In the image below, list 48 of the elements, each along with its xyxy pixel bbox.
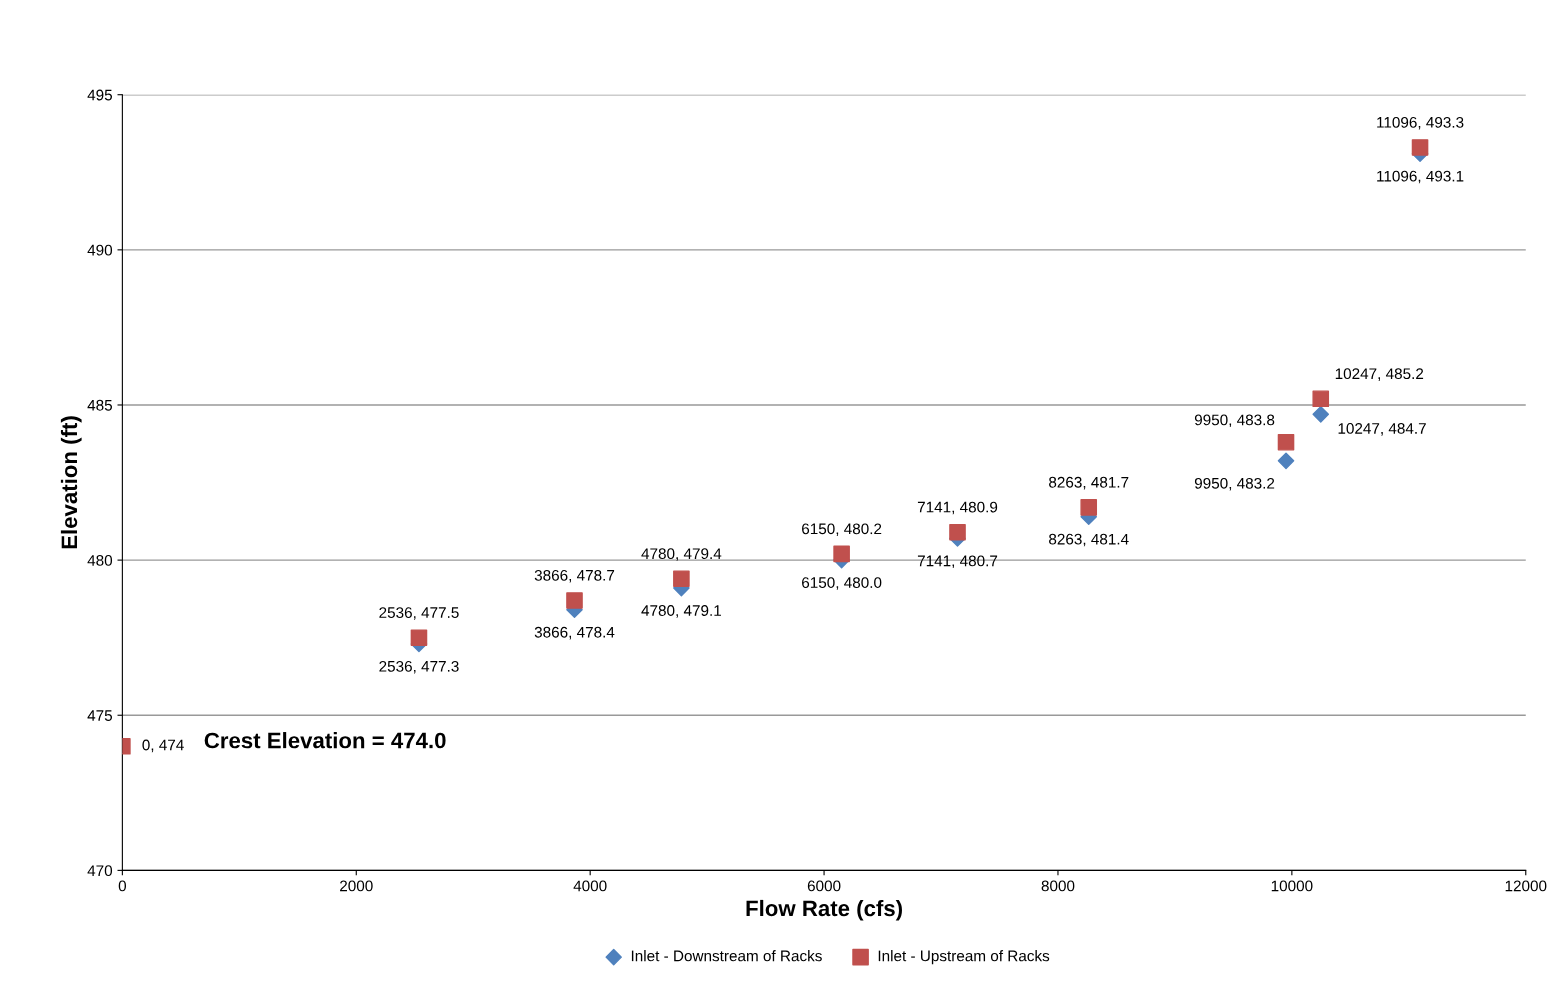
point [566,592,583,609]
y-tick-label: 470 [87,865,113,877]
data-label: 7141, 480.7 [917,555,998,569]
data-label: 8263, 481.4 [1049,533,1129,547]
y-tick-label: 475 [87,710,113,721]
y-tick-label: 490 [87,244,113,256]
data-label: 10247, 484.7 [1338,423,1426,436]
data-label: 0, 474 [142,739,184,753]
point [1277,433,1295,451]
data-label: 6150, 480.0 [802,577,882,590]
x-tick-label: 2000 [340,880,373,892]
data-label: 10247, 485.2 [1335,368,1424,381]
y-tick-label: 485 [87,399,113,411]
point [949,523,966,541]
data-label: 9950, 483.8 [1194,414,1275,428]
data-label: 9950, 483.2 [1194,477,1275,491]
x-tick-label: 0 [118,880,127,892]
x-tick-label: 6000 [807,880,841,892]
x-tick-label: 4000 [573,880,607,892]
data-label: 3866, 478.7 [534,569,615,583]
point [1411,139,1429,156]
point [833,545,850,563]
point [1277,452,1295,470]
legend-label: Inlet - Downstream of Racks [631,950,822,962]
data-label: 11096, 493.3 [1377,116,1464,130]
data-label: 8263, 481.7 [1049,476,1129,490]
point [1312,405,1330,423]
point [1080,499,1098,516]
data-label: 3866, 478.4 [534,626,615,640]
x-tick-label: 8000 [1041,880,1075,892]
y-axis-title: Elevation (ft) [60,416,82,549]
data-label: 7141, 480.9 [917,501,998,515]
legend-label: Inlet - Upstream of Racks [878,950,1050,965]
data-label: 11096, 493.1 [1377,170,1464,184]
annotation: Crest Elevation = 474.0 [204,732,446,749]
x-tick-label: 12000 [1505,880,1547,892]
point [1312,390,1330,408]
y-tick-label: 480 [87,554,113,566]
data-label: 4780, 479.1 [641,605,721,618]
y-tick-label: 495 [87,89,113,101]
data-label: 2536, 477.5 [379,607,459,620]
point [673,570,690,588]
x-axis-title: Flow Rate (cfs) [746,899,902,921]
point [410,629,428,646]
data-label: 4780, 479.4 [641,548,722,561]
x-tick-label: 10000 [1271,880,1313,892]
data-label: 2536, 477.3 [379,660,459,674]
data-label: 6150, 480.2 [802,523,882,537]
